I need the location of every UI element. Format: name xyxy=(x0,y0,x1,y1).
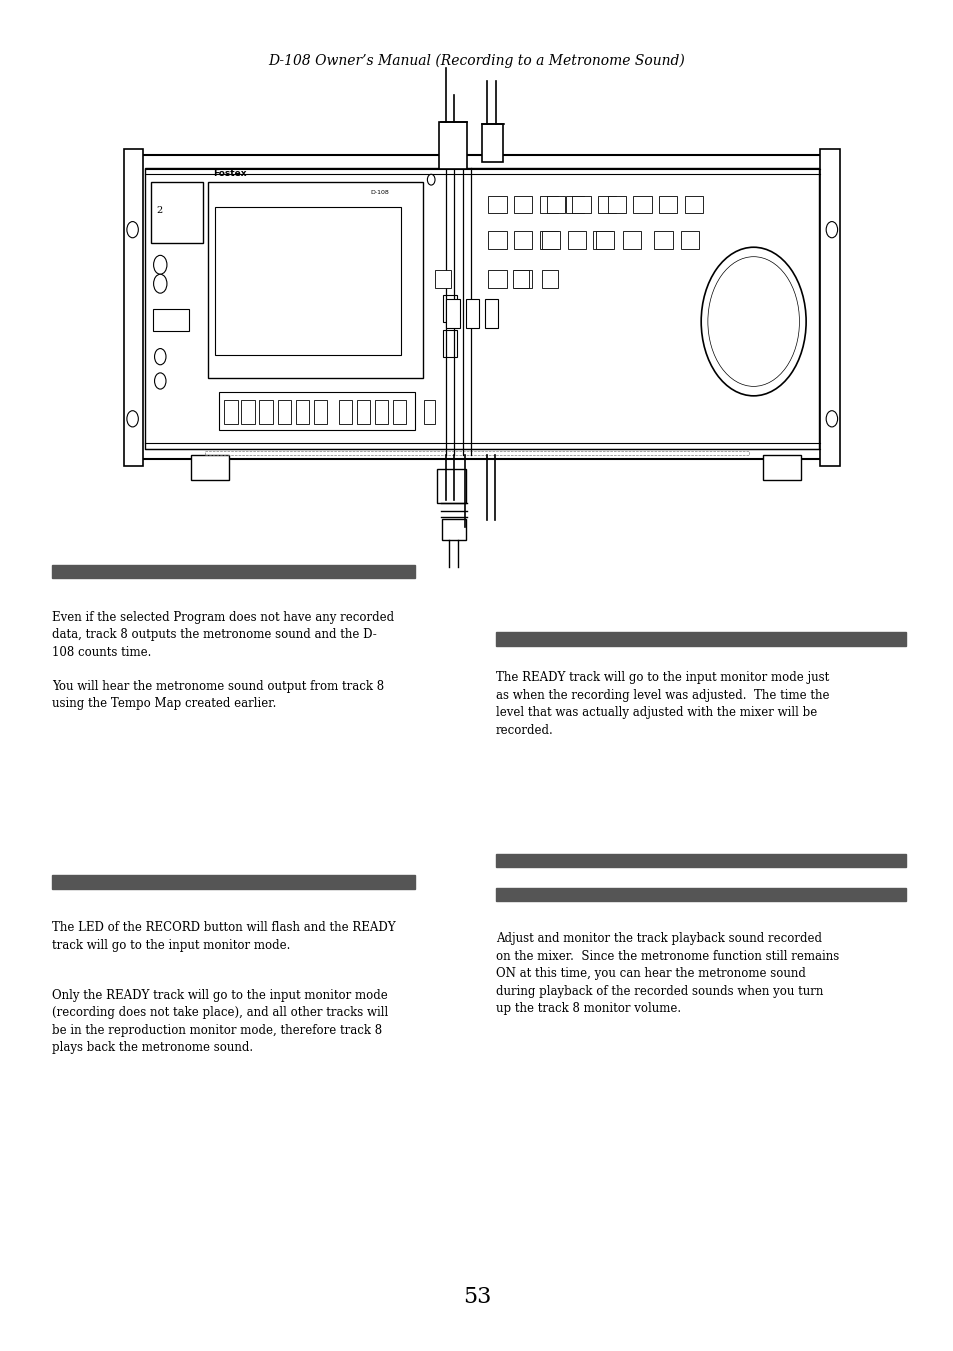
Bar xyxy=(496,854,905,867)
Circle shape xyxy=(153,255,167,274)
Bar xyxy=(208,182,422,378)
Circle shape xyxy=(153,274,167,293)
Circle shape xyxy=(127,411,138,427)
Bar xyxy=(375,400,388,424)
Bar xyxy=(514,231,532,249)
Bar xyxy=(539,196,558,213)
Text: D-108 Owner’s Manual (Recording to a Metronome Sound): D-108 Owner’s Manual (Recording to a Met… xyxy=(269,54,684,68)
Bar xyxy=(659,196,677,213)
Bar xyxy=(546,196,564,213)
Bar xyxy=(124,149,143,466)
Bar xyxy=(762,455,801,480)
Circle shape xyxy=(127,222,138,238)
Bar xyxy=(622,231,640,249)
Bar xyxy=(259,400,273,424)
Bar xyxy=(446,299,459,328)
Bar xyxy=(152,309,189,331)
Text: The LED of the RECORD button will flash and the READY
track will go to the input: The LED of the RECORD button will flash … xyxy=(52,921,395,952)
Bar xyxy=(820,149,839,466)
Bar xyxy=(465,299,478,328)
Text: D-108: D-108 xyxy=(370,189,389,195)
Bar xyxy=(338,400,352,424)
Bar xyxy=(436,469,465,503)
Circle shape xyxy=(700,247,805,396)
Bar xyxy=(138,155,824,459)
Bar xyxy=(442,330,456,357)
Bar xyxy=(214,207,400,355)
Bar xyxy=(481,124,502,162)
Text: Even if the selected Program does not have any recorded
data, track 8 outputs th: Even if the selected Program does not ha… xyxy=(52,611,395,659)
Bar xyxy=(513,270,529,288)
Bar xyxy=(435,270,451,288)
Bar xyxy=(205,451,748,455)
Circle shape xyxy=(825,411,837,427)
Circle shape xyxy=(825,222,837,238)
Circle shape xyxy=(154,373,166,389)
Bar xyxy=(633,196,651,213)
Text: The READY track will go to the input monitor mode just
as when the recording lev: The READY track will go to the input mon… xyxy=(496,671,829,736)
Bar xyxy=(191,455,229,480)
Bar xyxy=(496,888,905,901)
Bar xyxy=(295,400,309,424)
Bar xyxy=(514,270,532,288)
Bar xyxy=(438,122,467,169)
Circle shape xyxy=(427,174,435,185)
Text: You will hear the metronome sound output from track 8
using the Tempo Map create: You will hear the metronome sound output… xyxy=(52,680,384,711)
Text: 53: 53 xyxy=(462,1286,491,1308)
Circle shape xyxy=(707,257,799,386)
Text: Only the READY track will go to the input monitor mode
(recording does not take : Only the READY track will go to the inpu… xyxy=(52,989,388,1054)
Bar xyxy=(593,231,611,249)
Bar xyxy=(151,182,203,243)
Bar xyxy=(484,299,497,328)
Bar xyxy=(442,295,456,322)
Bar xyxy=(607,196,625,213)
Bar xyxy=(496,632,905,646)
Bar xyxy=(488,231,506,249)
Bar xyxy=(514,196,532,213)
Bar xyxy=(488,196,506,213)
Bar xyxy=(488,270,506,288)
Bar xyxy=(565,196,583,213)
Bar xyxy=(314,400,327,424)
Bar xyxy=(224,400,237,424)
Text: Adjust and monitor the track playback sound recorded
on the mixer.  Since the me: Adjust and monitor the track playback so… xyxy=(496,932,839,1015)
Circle shape xyxy=(154,349,166,365)
Bar xyxy=(441,519,465,540)
Bar xyxy=(598,196,616,213)
Bar xyxy=(567,231,585,249)
Bar xyxy=(596,231,614,249)
Bar xyxy=(539,231,558,249)
Bar xyxy=(423,400,435,424)
Bar xyxy=(541,270,558,288)
Bar xyxy=(356,400,370,424)
Text: 2: 2 xyxy=(156,207,163,215)
Bar xyxy=(541,231,559,249)
Bar xyxy=(680,231,699,249)
Bar xyxy=(52,875,415,889)
Bar xyxy=(241,400,254,424)
Bar xyxy=(654,231,672,249)
Bar xyxy=(684,196,702,213)
Bar xyxy=(277,400,291,424)
Bar xyxy=(393,400,406,424)
Text: Fostex: Fostex xyxy=(213,169,246,178)
Bar xyxy=(572,196,590,213)
Bar xyxy=(145,168,818,449)
Bar xyxy=(219,392,415,430)
Bar xyxy=(52,565,415,578)
